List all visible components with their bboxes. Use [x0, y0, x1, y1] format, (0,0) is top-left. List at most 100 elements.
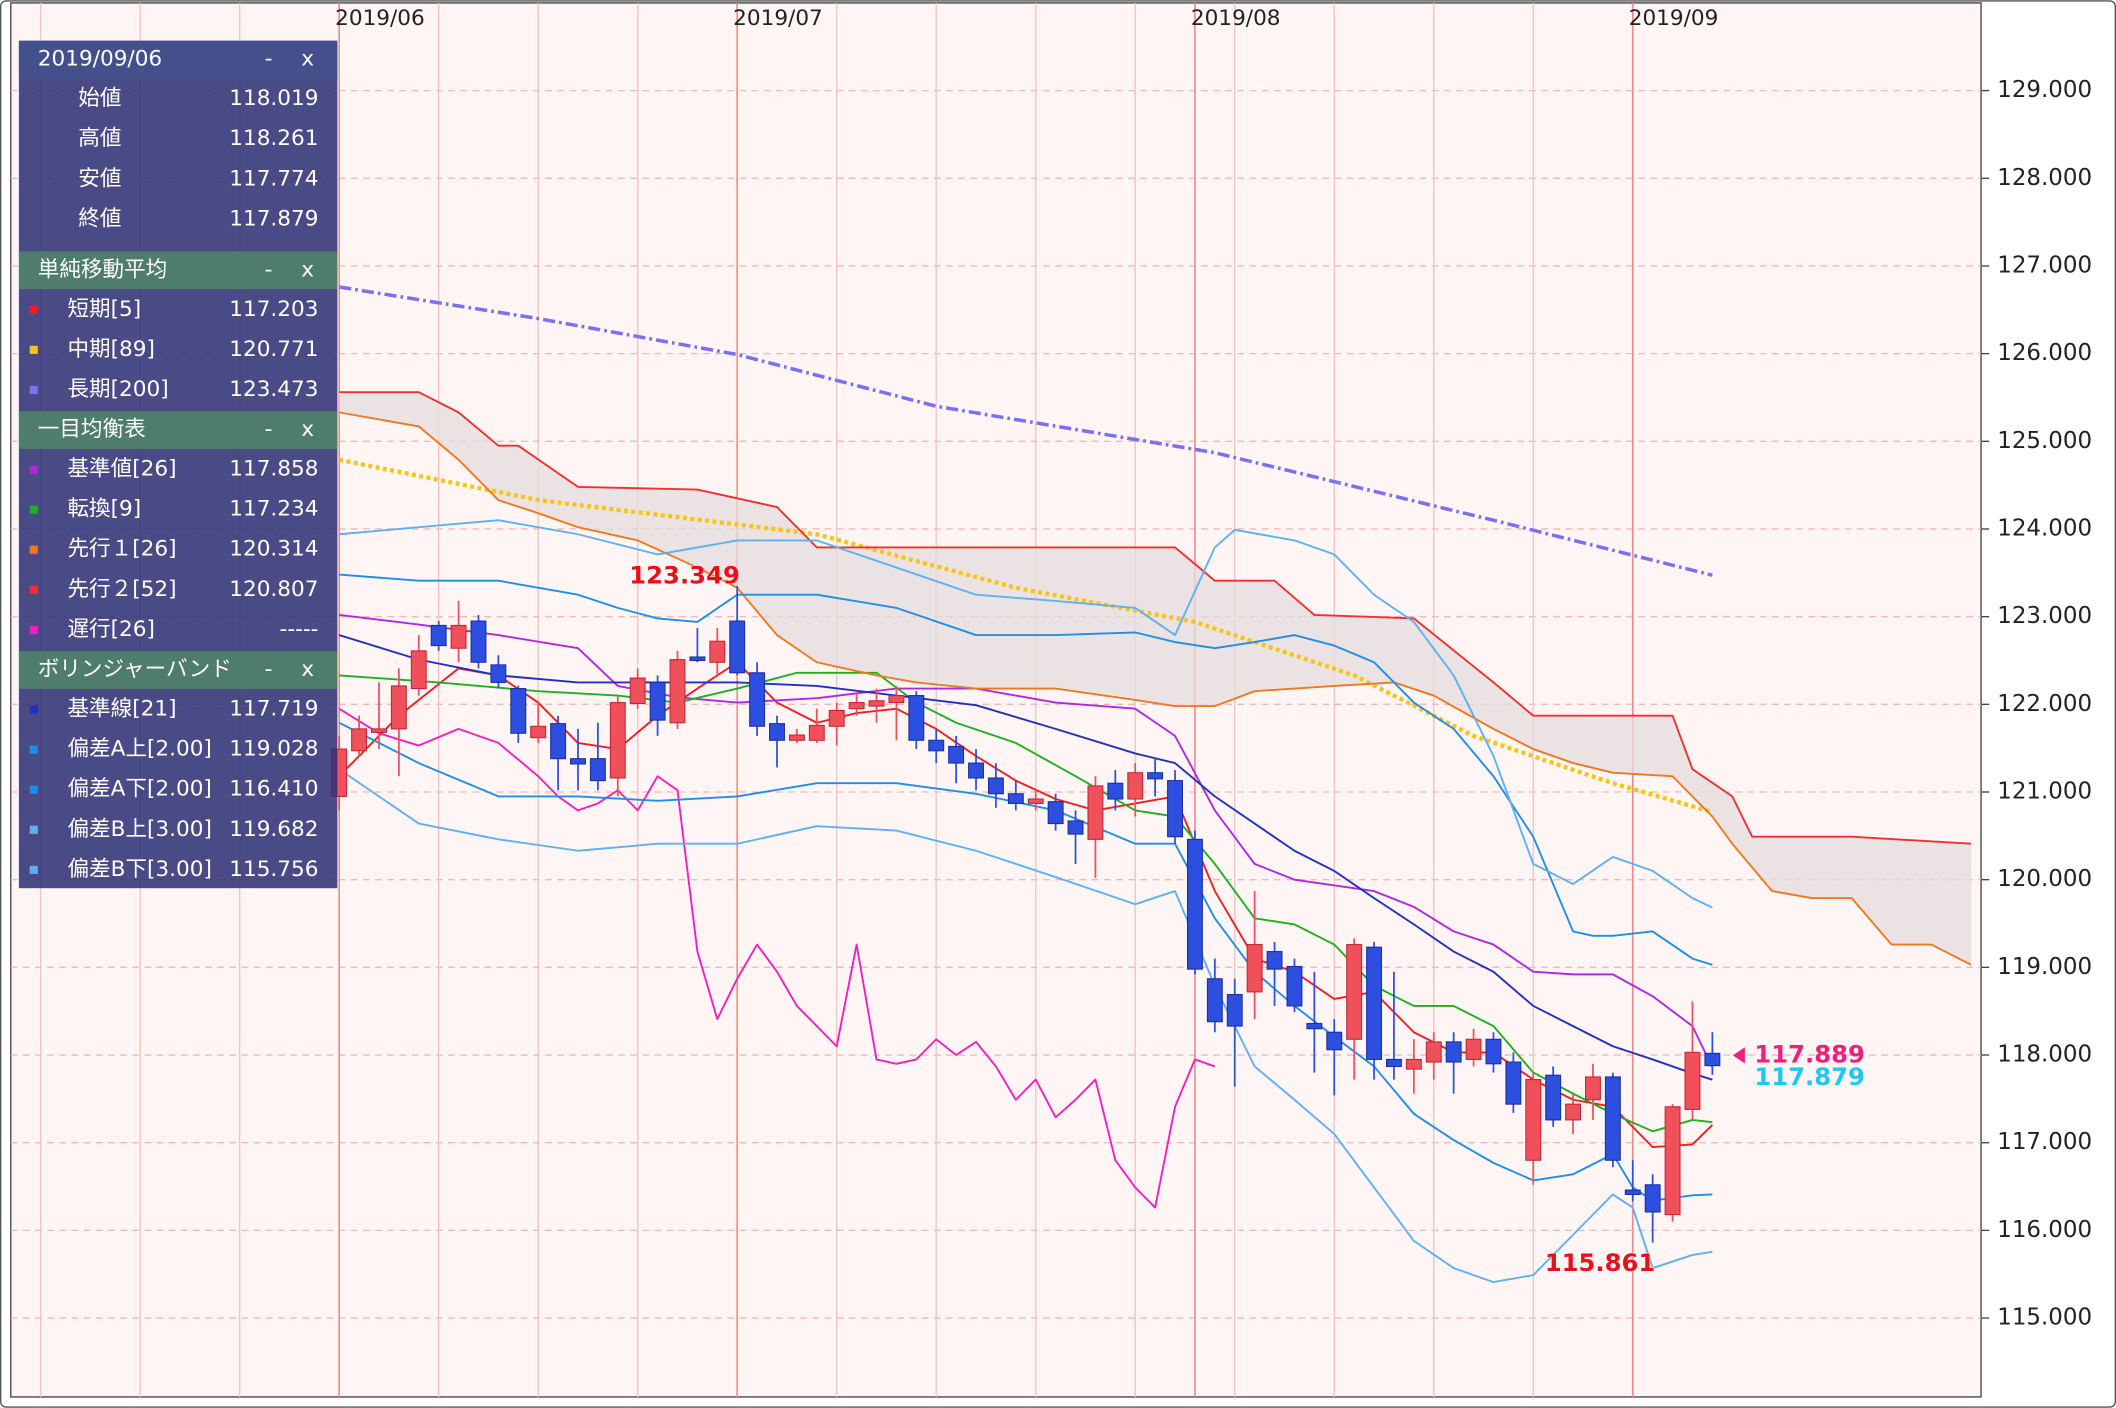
panel-value: 117.858: [229, 457, 318, 482]
candle-body: [530, 725, 547, 739]
candle-body: [649, 681, 666, 721]
panel-header: [18, 40, 338, 79]
panel-header: [18, 251, 338, 290]
axes: 115.000 116.000 117.000 118.000 119.000 120.0…: [335, 6, 2092, 1330]
candle-body: [1565, 1103, 1582, 1121]
legend-swatch: [29, 785, 38, 794]
panel-value: 123.473: [229, 377, 318, 402]
close-button[interactable]: x: [301, 47, 314, 72]
ichimoku-cloud: [339, 392, 1972, 965]
candle-body: [1366, 946, 1383, 1060]
candle-body: [1664, 1106, 1681, 1216]
candle-body: [1027, 798, 1044, 804]
candle-body: [351, 728, 368, 752]
panel-value: -----: [280, 617, 319, 642]
candle-body: [928, 739, 945, 752]
candle-body: [490, 664, 507, 683]
candle-body: [1624, 1189, 1641, 1195]
candle-body: [570, 758, 586, 765]
indicator-line: [339, 573, 1713, 966]
panel-label: 偏差B下[3.00]: [67, 857, 211, 882]
candle-body: [390, 685, 407, 730]
candle-body: [450, 624, 467, 649]
candle-body: [729, 620, 746, 674]
y-tick-label: 117.000: [1997, 1129, 2092, 1155]
candle-body: [1525, 1079, 1542, 1161]
x-tick-label: 2019/07: [733, 6, 823, 31]
cloud-layer: [339, 392, 1972, 965]
y-tick-label: 115.000: [1997, 1305, 2092, 1331]
panel-value: 117.203: [229, 297, 318, 322]
close-button[interactable]: x: [301, 657, 314, 682]
panel-label: 偏差B上[3.00]: [67, 817, 211, 842]
panel-value: 117.879: [229, 206, 318, 231]
minimize-button[interactable]: -: [265, 417, 273, 442]
candle-body: [868, 700, 885, 707]
candle-body: [609, 702, 626, 779]
candle-body: [1704, 1052, 1721, 1067]
y-tick-label: 129.000: [1997, 77, 2092, 103]
price-tag: 117.889: [1754, 1039, 1865, 1068]
candle-body: [1585, 1076, 1601, 1101]
legend-swatch: [29, 865, 38, 874]
candle-body: [629, 677, 646, 704]
candle-body: [1226, 993, 1243, 1027]
indicator-line: [339, 613, 1714, 1068]
minimize-button[interactable]: -: [265, 257, 273, 282]
candle-body: [1107, 782, 1124, 800]
close-button[interactable]: x: [301, 257, 314, 282]
panel-value: 115.756: [229, 857, 318, 882]
y-tick-label: 121.000: [1997, 779, 2092, 805]
panel-value: 120.807: [229, 577, 318, 602]
y-tick-label: 120.000: [1997, 866, 2092, 892]
candle-body: [968, 762, 984, 779]
candle-body: [1385, 1058, 1402, 1067]
panel-header-title: 一目均衡表: [38, 417, 146, 442]
panel-label: 転換[9]: [67, 497, 141, 522]
candle-body: [987, 777, 1004, 795]
panel-value: 120.314: [229, 537, 318, 562]
legend-swatch: [29, 825, 38, 834]
legend-swatch: [29, 545, 38, 554]
candle-body: [769, 723, 785, 741]
candle-body: [848, 702, 865, 710]
close-button[interactable]: x: [301, 417, 314, 442]
panel-label: 遅行[26]: [67, 617, 154, 642]
legend-swatch: [29, 625, 38, 634]
candle-body: [1007, 793, 1024, 804]
candle-body: [410, 650, 427, 690]
candle-body: [1405, 1058, 1422, 1070]
candle-body: [1445, 1041, 1462, 1063]
panel-label: 安値: [78, 166, 121, 191]
extreme-label: 115.861: [1545, 1248, 1656, 1277]
candle-body: [908, 695, 925, 741]
minimize-button[interactable]: -: [265, 657, 273, 682]
y-tick-label: 123.000: [1997, 603, 2092, 629]
y-tick-label: 126.000: [1997, 340, 2092, 366]
indicator-line: [338, 285, 1713, 577]
panel-value: 117.774: [229, 166, 318, 191]
panel-label: 偏差A下[2.00]: [67, 777, 211, 802]
candle-body: [1306, 1022, 1323, 1030]
candle-body: [1206, 978, 1223, 1023]
candle-body: [1186, 838, 1203, 970]
panel-header: [18, 411, 338, 449]
panel-header-title: 単純移動平均: [38, 257, 167, 282]
panel-label: 中期[89]: [67, 337, 154, 362]
candle-body: [669, 659, 686, 724]
panel-header-title: 2019/09/06: [38, 47, 162, 72]
candles: [331, 586, 1721, 1243]
panel-value: 119.682: [229, 817, 318, 842]
candle-body: [1604, 1076, 1621, 1161]
minimize-button[interactable]: -: [265, 47, 273, 72]
legend-swatch: [29, 505, 38, 514]
x-tick-label: 2019/06: [335, 6, 425, 31]
y-tick-label: 116.000: [1997, 1217, 2092, 1243]
y-tick-label: 119.000: [1997, 954, 2092, 980]
candle-body: [828, 709, 845, 727]
price-marker: [1732, 1047, 1745, 1064]
panel-label: 基準線[21]: [67, 697, 176, 722]
panel-label: 先行１[26]: [67, 537, 176, 562]
candle-body: [470, 620, 487, 663]
